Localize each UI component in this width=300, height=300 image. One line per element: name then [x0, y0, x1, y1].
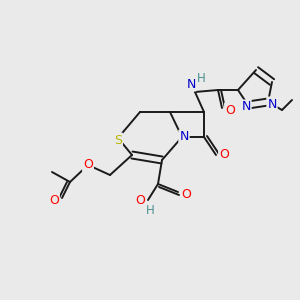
Text: N: N [241, 100, 251, 113]
Text: O: O [219, 148, 229, 161]
Text: O: O [49, 194, 59, 206]
Text: S: S [114, 134, 122, 146]
Text: O: O [83, 158, 93, 172]
Text: O: O [225, 103, 235, 116]
Text: N: N [186, 77, 196, 91]
Text: H: H [146, 203, 154, 217]
Text: N: N [179, 130, 189, 143]
Text: H: H [196, 71, 206, 85]
Text: O: O [135, 194, 145, 206]
Text: O: O [181, 188, 191, 200]
Text: N: N [267, 98, 277, 110]
